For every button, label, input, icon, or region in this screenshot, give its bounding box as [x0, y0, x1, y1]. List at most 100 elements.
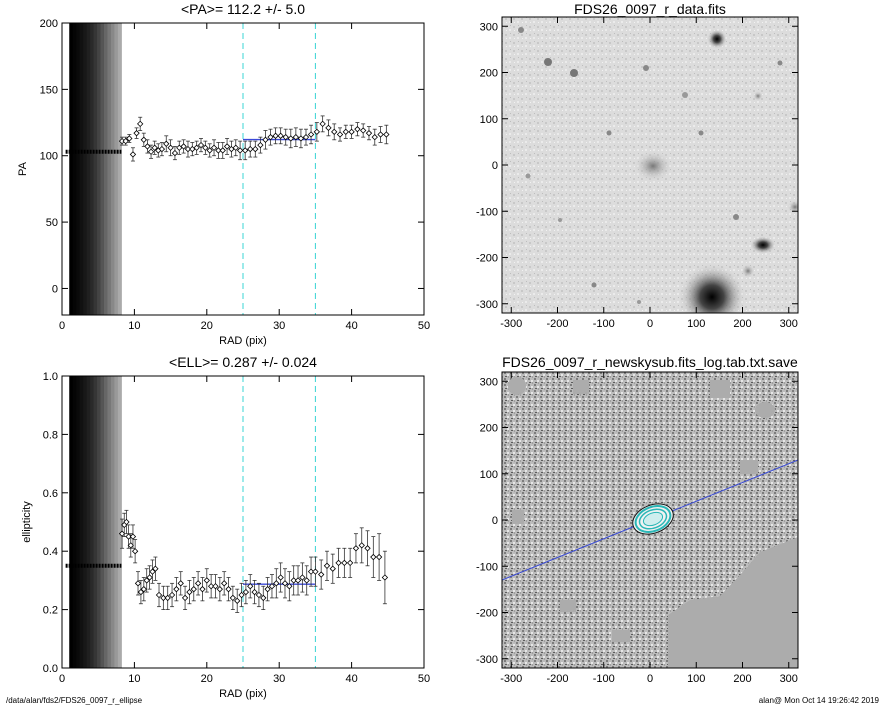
ell-data-point	[127, 542, 134, 549]
ell-data-point	[164, 594, 171, 602]
ell-data-point	[207, 583, 215, 590]
ell-inner-band	[114, 376, 119, 668]
img2-x-tick-label: -100	[593, 673, 615, 685]
pa-data-point	[232, 144, 239, 151]
ell-x-tick-label: 10	[128, 673, 140, 685]
pa-data-point	[202, 144, 209, 151]
pa-data-point	[383, 131, 390, 138]
img2-x-tick-label: 300	[780, 673, 798, 685]
ell-y-tick-label: 1.0	[43, 371, 58, 383]
pa-profile-plot: <PA>= 112.2 +/- 5.0 0 10 20 30 40 50 0 50 100 150…	[17, 1, 430, 347]
pa-inner-band	[103, 23, 108, 315]
img1-y-tick-label: -100	[476, 206, 498, 218]
img1-y-tick-label: -200	[476, 253, 498, 265]
ell-data-point	[212, 583, 219, 590]
pa-x-tick-label: 20	[201, 320, 213, 332]
img2-y-tick-label: 0	[492, 515, 498, 527]
ell-data-point	[286, 583, 293, 590]
ell-data-point	[299, 574, 306, 581]
ell-data-point	[341, 559, 348, 567]
ell-data-point	[294, 577, 302, 584]
ell-data-point	[131, 548, 139, 555]
ell-inner-band	[86, 376, 91, 668]
pa-data-point	[129, 151, 137, 158]
ell-data-point	[123, 518, 130, 526]
pa-data-point	[147, 148, 155, 155]
pa-data-point	[242, 147, 249, 154]
img2-y-tick-label: 200	[480, 423, 498, 435]
ell-data-point	[364, 545, 371, 552]
ell-data-point	[273, 580, 280, 587]
pa-plot-frame	[61, 22, 425, 316]
img1-y-tick-label: 200	[480, 68, 498, 80]
pa-inner-band	[72, 23, 77, 315]
pa-y-tick-label: 100	[40, 151, 58, 163]
pa-data-point	[336, 131, 344, 138]
ell-data-point	[247, 583, 254, 590]
ell-data-point	[375, 553, 383, 561]
img1-y-tick-label: 0	[492, 160, 498, 172]
pa-data-point	[354, 126, 361, 133]
pa-data-point	[219, 147, 226, 154]
ell-data-point	[168, 591, 176, 599]
ell-data-point	[281, 580, 289, 587]
pa-data-point	[247, 145, 254, 153]
pa-data-point	[140, 136, 147, 143]
ell-data-point	[352, 545, 360, 552]
img2-y-tick-label: 100	[480, 469, 498, 481]
pa-data-point	[257, 141, 264, 149]
pa-data-point	[158, 145, 166, 153]
pa-data-point	[360, 127, 367, 134]
pa-data-point	[223, 143, 231, 150]
pa-y-tick-label: 200	[40, 18, 58, 30]
ell-data-point	[199, 585, 206, 593]
pa-data-point	[122, 137, 129, 145]
ell-data-point	[152, 565, 159, 572]
pa-data-point	[180, 143, 187, 150]
img1-x-tick-label: 0	[647, 318, 653, 330]
pa-data-point	[371, 133, 378, 141]
pa-data-point	[365, 129, 373, 137]
pa-data-point	[163, 140, 170, 147]
pa-plot-title: <PA>= 112.2 +/- 5.0	[181, 1, 305, 17]
ell-data-point	[260, 594, 267, 602]
ell-data-point	[264, 585, 271, 593]
img1-x-tick-label: 300	[780, 318, 798, 330]
ell-data-point	[216, 585, 223, 593]
pa-inner-band	[110, 23, 115, 315]
ell-x-tick-label: 40	[345, 673, 357, 685]
ell-y-tick-label: 0.6	[43, 488, 58, 500]
pa-inner-band	[97, 23, 102, 315]
pa-data-point	[282, 133, 289, 141]
pa-data-point	[331, 128, 338, 136]
skysub-image	[502, 372, 798, 668]
img2-title: FDS26_0097_r_newskysub.fits_log.tab.txt.…	[502, 354, 798, 370]
pa-x-tick-label: 30	[273, 320, 285, 332]
ell-data-point	[329, 565, 336, 572]
pa-y-tick-label: 0	[52, 283, 58, 295]
img2-y-tick-label: -100	[476, 561, 498, 573]
ell-data-point	[140, 585, 147, 593]
ell-data-point	[255, 591, 263, 599]
ell-data-point	[318, 571, 325, 578]
ell-data-point	[290, 577, 297, 584]
ell-data-point	[370, 553, 377, 561]
ell-inner-band	[100, 376, 105, 668]
pa-inner-band	[114, 23, 119, 315]
ell-inner-band	[110, 376, 115, 668]
ell-inner-band	[103, 376, 108, 668]
pa-data-point	[292, 133, 300, 141]
pa-x-axis-label: RAD (pix)	[219, 335, 267, 347]
pa-data-point	[262, 136, 269, 143]
img2-x-tick-label: 100	[687, 673, 705, 685]
ell-data-point	[242, 588, 250, 596]
img1-x-tick-label: -300	[500, 318, 522, 330]
img2-x-tick-label: 0	[647, 673, 653, 685]
ell-data-point	[181, 594, 189, 602]
ell-data-point	[129, 533, 137, 540]
pa-data-point	[267, 133, 274, 141]
pa-x-tick-label: 40	[345, 320, 357, 332]
ell-data-point	[238, 591, 245, 599]
pa-data-point	[377, 131, 384, 138]
